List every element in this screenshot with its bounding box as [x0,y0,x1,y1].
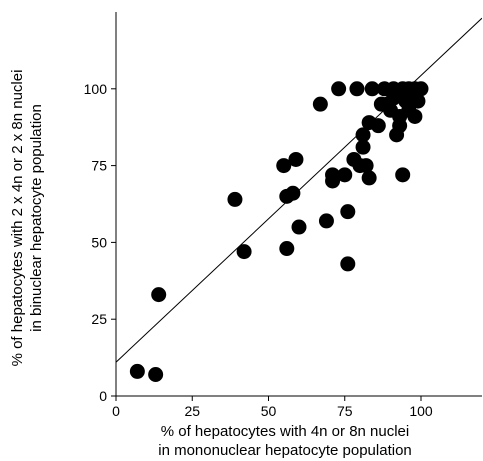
data-point [349,81,365,97]
data-point [355,127,371,143]
data-point [386,90,402,106]
data-point [340,256,356,272]
data-point [410,93,426,109]
data-point [325,173,341,189]
data-point [276,158,292,174]
data-point [407,108,423,124]
data-point [148,366,164,382]
data-point [151,287,167,303]
x-tick-label: 25 [184,403,200,419]
x-tick-label: 50 [261,403,277,419]
x-tick-label: 75 [337,403,353,419]
data-point [331,81,347,97]
x-axis-title-line-1: % of hepatocytes with 4n or 8n nuclei [161,423,409,440]
y-tick-label: 75 [91,158,107,174]
data-point [395,167,411,183]
data-point [370,118,386,134]
y-tick-label: 100 [84,81,108,97]
data-point [279,241,295,257]
data-point [312,96,328,112]
data-point [288,151,304,167]
data-point [337,167,353,183]
y-tick-label: 0 [99,388,107,404]
y-axis-title-line-2: in binuclear hepatocyte population [28,104,45,332]
data-point [392,118,408,134]
y-tick-label: 25 [91,311,107,327]
data-point [285,185,301,201]
data-point [364,81,380,97]
data-point [129,363,145,379]
data-point [227,191,243,207]
y-ticks: 0 25 50 75 100 [84,81,116,404]
points-layer [129,81,429,382]
data-point [358,158,374,174]
x-tick-label: 0 [112,403,120,419]
x-tick-label: 100 [409,403,433,419]
y-tick-label: 50 [91,234,107,250]
x-axis-title-line-2: in mononuclear hepatocyte population [158,442,412,459]
data-point [318,213,334,229]
data-point [340,204,356,220]
data-point [361,170,377,186]
data-point [355,139,371,155]
y-axis-title-line-1: % of hepatocytes with 2 x 4n or 2 x 8n n… [9,70,26,367]
data-point [236,244,252,260]
data-point [291,219,307,235]
data-point [413,81,429,97]
x-ticks: 0 25 50 75 100 [112,396,433,419]
